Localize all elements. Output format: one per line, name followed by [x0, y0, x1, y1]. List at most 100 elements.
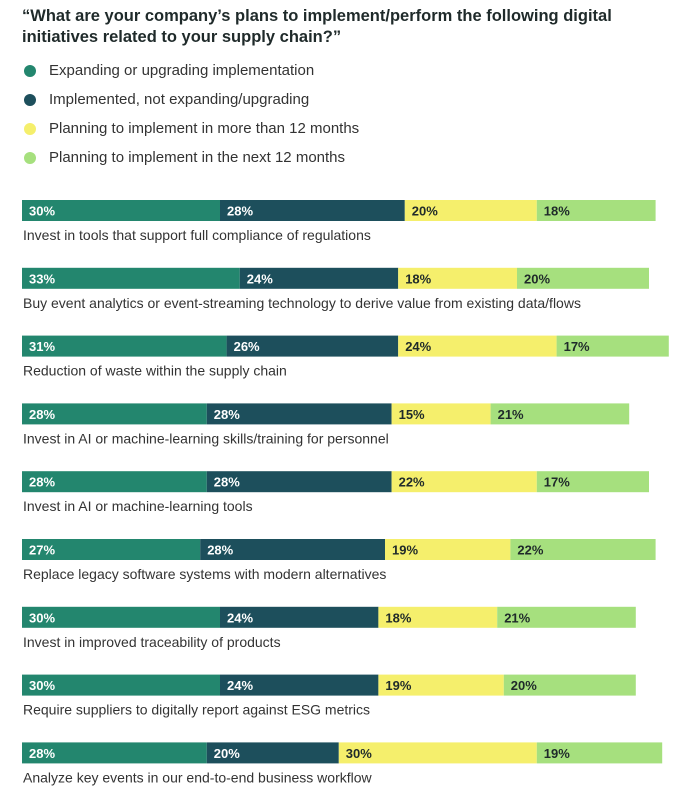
data-label-planning-next-12: 20%	[511, 678, 537, 693]
bar-segment-planning-over-12	[404, 200, 537, 221]
data-label-planning-over-12: 19%	[385, 678, 411, 693]
data-label-planning-over-12: 24%	[405, 339, 431, 354]
data-label-planning-over-12: 18%	[385, 610, 411, 625]
bar-segment-planning-over-12	[378, 606, 498, 628]
legend-item-planning-next-12: Planning to implement in the next 12 mon…	[24, 143, 359, 172]
bar-segment-implemented	[239, 267, 399, 289]
bar-group-waste-reduction: 31% 26% 24% 17% Reduction of waste within th…	[22, 335, 669, 379]
bar-group-ai-skills-training: 28% 28% 15% 21% Invest in AI or machine-lear…	[22, 403, 630, 446]
bar-segment-planning-over-12	[391, 471, 537, 493]
category-label: Invest in tools that support full compli…	[23, 227, 371, 243]
bar-segment-expanding	[22, 267, 240, 289]
category-label: Invest in AI or machine-learning tools	[23, 498, 253, 514]
data-label-planning-over-12: 30%	[346, 746, 372, 761]
data-label-planning-over-12: 22%	[399, 475, 425, 490]
data-label-planning-next-12: 22%	[517, 543, 543, 558]
bar-segment-implemented	[220, 674, 379, 696]
bar-group-key-events-analysis: 28% 20% 30% 19% Analyze key events in our en…	[22, 742, 663, 785]
data-label-expanding: 28%	[29, 475, 55, 490]
legend-label-expanding: Expanding or upgrading implementation	[49, 62, 315, 79]
data-label-planning-next-12: 20%	[524, 271, 550, 286]
legend-item-planning-over-12: Planning to implement in more than 12 mo…	[24, 114, 359, 143]
bar-segment-planning-over-12	[338, 742, 537, 764]
chart-legend: Expanding or upgrading implementation Im…	[24, 56, 359, 172]
bar-segment-expanding	[22, 335, 227, 357]
data-label-implemented: 26%	[234, 339, 260, 354]
data-label-planning-next-12: 21%	[498, 407, 524, 422]
legend-label-planning-next-12: Planning to implement in the next 12 mon…	[49, 149, 346, 166]
data-label-implemented: 20%	[214, 746, 240, 761]
legend-swatch-planning-next-12	[24, 151, 36, 164]
legend-label-planning-over-12: Planning to implement in more than 12 mo…	[49, 120, 360, 137]
data-label-expanding: 31%	[29, 339, 55, 354]
category-label: Analyze key events in our end-to-end bus…	[23, 769, 373, 785]
legend-swatch-planning-over-12	[24, 122, 36, 135]
category-label: Invest in AI or machine-learning skills/…	[23, 430, 389, 446]
bar-segment-expanding	[22, 200, 220, 221]
bar-segment-planning-over-12	[385, 539, 511, 560]
category-label: Invest in improved traceability of produ…	[23, 634, 281, 650]
category-label: Replace legacy software systems with mod…	[23, 566, 386, 582]
legend-label-implemented: Implemented, not expanding/upgrading	[49, 91, 310, 108]
bar-segment-expanding	[22, 606, 220, 628]
chart-title: “What are your company’s plans to implem…	[22, 7, 612, 46]
category-label: Require suppliers to digitally report ag…	[23, 702, 370, 718]
bar-segment-planning-over-12	[398, 267, 517, 289]
data-label-expanding: 30%	[29, 678, 55, 693]
bar-segment-planning-next-12	[503, 674, 636, 696]
bar-segment-implemented	[200, 539, 385, 560]
data-label-implemented: 24%	[227, 678, 253, 693]
data-label-planning-next-12: 19%	[544, 746, 570, 761]
data-label-planning-over-12: 19%	[392, 543, 418, 558]
data-label-expanding: 27%	[29, 543, 55, 558]
bar-segment-planning-over-12	[398, 335, 557, 357]
data-label-planning-next-12: 18%	[544, 204, 570, 219]
data-label-implemented: 24%	[247, 271, 273, 286]
bar-segment-expanding	[22, 471, 207, 493]
bar-segment-planning-next-12	[517, 267, 649, 289]
bar-segment-implemented	[206, 403, 392, 425]
bar-segment-implemented	[226, 335, 399, 357]
data-label-planning-next-12: 17%	[564, 339, 590, 354]
bar-segment-expanding	[22, 674, 220, 696]
bar-segment-planning-over-12	[391, 403, 491, 425]
data-label-planning-over-12: 18%	[405, 271, 431, 286]
bar-group-event-analytics: 33% 24% 18% 20% Buy event analytics or event…	[22, 267, 649, 311]
data-label-planning-over-12: 15%	[399, 407, 425, 422]
bar-group-esg-reporting: 30% 24% 19% 20% Require suppliers to digital…	[22, 674, 636, 718]
data-label-implemented: 28%	[207, 543, 233, 558]
bar-segment-expanding	[22, 539, 201, 560]
bar-segment-planning-next-12	[536, 471, 649, 493]
bar-group-legacy-replacement: 27% 28% 19% 22% Replace legacy software syst…	[22, 539, 656, 582]
legend-item-expanding: Expanding or upgrading implementation	[24, 56, 359, 85]
data-label-implemented: 28%	[214, 475, 240, 490]
bar-segment-implemented	[206, 471, 392, 493]
data-label-expanding: 28%	[29, 746, 55, 761]
bar-segment-planning-next-12	[556, 335, 669, 357]
bar-segment-planning-next-12	[536, 742, 663, 764]
data-label-implemented: 28%	[227, 204, 253, 219]
data-label-implemented: 28%	[214, 407, 240, 422]
bar-segment-planning-next-12	[490, 403, 630, 425]
legend-item-implemented: Implemented, not expanding/upgrading	[24, 85, 359, 114]
bar-segment-planning-next-12	[510, 539, 656, 560]
bar-segment-planning-next-12	[497, 606, 636, 628]
category-label: Buy event analytics or event-streaming t…	[23, 295, 581, 311]
data-label-implemented: 24%	[227, 610, 253, 625]
bar-group-traceability: 30% 24% 18% 21% Invest in improved traceabil…	[22, 606, 636, 650]
data-label-planning-next-12: 21%	[504, 610, 530, 625]
bar-segment-expanding	[22, 742, 207, 764]
bar-segment-implemented	[220, 200, 405, 221]
category-label: Reduction of waste within the supply cha…	[23, 363, 287, 379]
data-label-expanding: 33%	[29, 271, 55, 286]
bar-group-compliance-tools: 30% 28% 20% 18% Invest in tools that support…	[22, 200, 656, 243]
bar-segment-implemented	[220, 606, 379, 628]
data-label-expanding: 28%	[29, 407, 55, 422]
data-label-expanding: 30%	[29, 204, 55, 219]
legend-swatch-expanding	[24, 64, 36, 77]
bar-segment-planning-next-12	[536, 200, 656, 221]
bar-segment-expanding	[22, 403, 207, 425]
data-label-planning-next-12: 17%	[544, 475, 570, 490]
data-label-expanding: 30%	[29, 610, 55, 625]
